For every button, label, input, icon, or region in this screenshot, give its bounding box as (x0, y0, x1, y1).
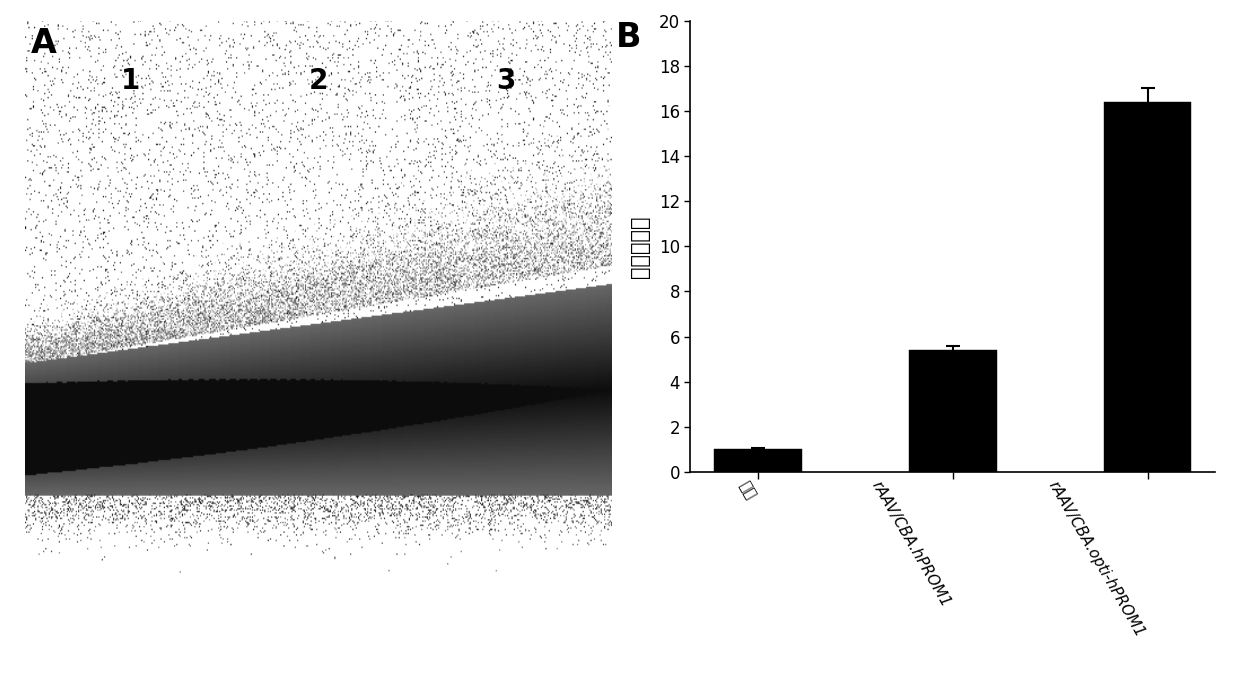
Text: 对照: 对照 (737, 479, 758, 502)
Text: 3: 3 (496, 67, 516, 95)
Text: 1: 1 (120, 67, 140, 95)
Bar (909, 350, 997, 472)
Text: rAAV/CBA.opti-hPROM1: rAAV/CBA.opti-hPROM1 (1045, 479, 1147, 640)
Bar (714, 450, 802, 472)
Text: 2: 2 (309, 67, 327, 95)
Text: A: A (31, 28, 57, 60)
Bar (1104, 102, 1192, 472)
Y-axis label: 相对表达量: 相对表达量 (630, 215, 651, 278)
Text: rAAV/CBA.hPROM1: rAAV/CBA.hPROM1 (868, 479, 952, 610)
Text: B: B (616, 21, 641, 54)
